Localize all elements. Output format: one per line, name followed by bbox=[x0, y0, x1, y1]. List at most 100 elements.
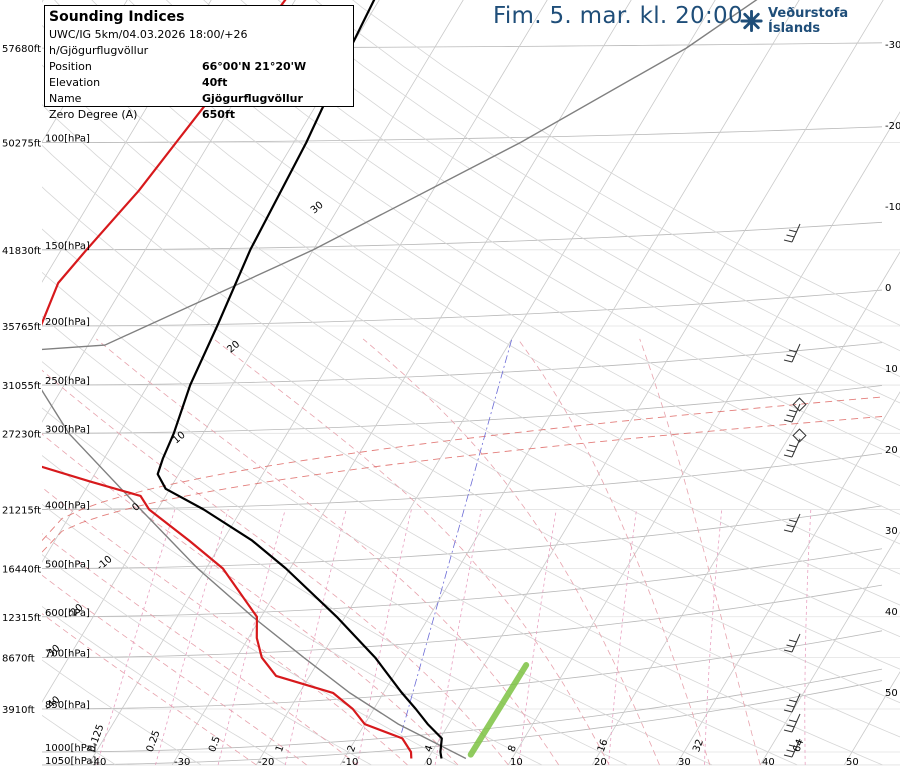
info-value-name: Gjögurflugvöllur bbox=[202, 92, 303, 105]
wind-barb-flag bbox=[786, 704, 795, 708]
height-arc bbox=[42, 548, 883, 618]
wind-barb-flag bbox=[788, 719, 798, 723]
wind-barb-flag bbox=[783, 529, 793, 533]
moist-adiabat bbox=[362, 338, 660, 766]
info-row: Position 66°00'N 21°20'W bbox=[49, 59, 349, 75]
wind-barb-flag bbox=[788, 229, 798, 233]
reference-dashed-curve bbox=[42, 416, 883, 553]
mixing-ratio-label: 16 bbox=[596, 738, 611, 754]
wind-barb-flag bbox=[788, 349, 798, 353]
altitude-label: 35765ft bbox=[2, 322, 41, 333]
wind-barb-staff bbox=[791, 438, 801, 458]
isotherm-line bbox=[255, 0, 716, 766]
mixing-ratio-label: 1 bbox=[274, 744, 287, 754]
isotherm-label: 30 bbox=[309, 200, 326, 217]
temperature-tick-label: -40 bbox=[90, 757, 106, 768]
mixing-ratio-label: 4 bbox=[423, 744, 436, 754]
model-run-line: UWC/IG 5km/04.03.2026 18:00/+26 h/Gjögur… bbox=[49, 28, 248, 57]
page-title: Fim. 5. mar. kl. 20:00 bbox=[493, 3, 743, 29]
mixing-ratio-line bbox=[434, 509, 482, 765]
moist-adiabat bbox=[213, 338, 610, 766]
info-value-zero-degree: 650ft bbox=[202, 108, 236, 121]
info-row: Zero Degree (A) 650ft bbox=[49, 107, 349, 123]
wind-barb-flag bbox=[786, 524, 795, 528]
info-key-elevation: Elevation bbox=[49, 76, 101, 89]
height-arc bbox=[42, 584, 883, 658]
mixing-ratio-label: 32 bbox=[691, 738, 706, 754]
pressure-label: 700[hPa] bbox=[45, 649, 90, 660]
wind-barb-flag bbox=[788, 744, 798, 748]
wind-barb bbox=[783, 403, 801, 423]
isotherm-line bbox=[843, 671, 900, 766]
pressure-label: 250[hPa] bbox=[45, 376, 90, 387]
wind-barb-flag bbox=[786, 644, 795, 648]
mixing-ratio-line bbox=[96, 509, 176, 766]
right-scale-label: 30 bbox=[885, 526, 898, 537]
dewpoint-curve bbox=[42, 0, 413, 759]
altitude-label: 57680ft bbox=[2, 44, 41, 55]
brand-logo[interactable]: Veðurstofa Íslands bbox=[738, 6, 900, 36]
info-key-zero-degree: Zero Degree (A) bbox=[49, 108, 138, 121]
isotherm-line bbox=[591, 251, 900, 766]
right-scale-label: -30 bbox=[885, 40, 900, 51]
height-arc bbox=[42, 452, 883, 510]
info-value-position: 66°00'N 21°20'W bbox=[202, 60, 307, 73]
wind-barb bbox=[783, 693, 801, 713]
altitude-label: 3910ft bbox=[2, 705, 35, 716]
wind-barb-flag bbox=[786, 234, 795, 238]
height-arc bbox=[42, 126, 883, 143]
wind-barb bbox=[783, 343, 801, 363]
isotherm-label: -10 bbox=[95, 554, 115, 573]
moist-adiabat bbox=[639, 338, 761, 766]
wind-barb bbox=[783, 513, 801, 533]
right-scale-label: 40 bbox=[885, 607, 898, 618]
moist-adiabat bbox=[517, 338, 711, 766]
wind-barb-flag bbox=[788, 519, 798, 523]
dry-adiabat bbox=[42, 554, 372, 766]
wind-barb-flag bbox=[783, 754, 793, 758]
moist-adiabat bbox=[42, 574, 307, 766]
dry-adiabat bbox=[42, 454, 542, 766]
vedur-logo-icon bbox=[740, 10, 763, 32]
reference-dashed-curve bbox=[42, 396, 883, 541]
wind-barb-flag bbox=[786, 449, 795, 453]
isotherm-label: 0 bbox=[130, 501, 142, 514]
moist-adiabat bbox=[42, 433, 459, 766]
right-scale-label: 50 bbox=[885, 688, 898, 699]
isotherm-line bbox=[423, 0, 884, 766]
lcl-segment bbox=[467, 662, 530, 758]
pressure-label: 400[hPa] bbox=[45, 500, 90, 511]
mixing-ratio-line bbox=[804, 509, 812, 765]
sounding-indices-box: Sounding Indices UWC/IG 5km/04.03.2026 1… bbox=[44, 5, 354, 121]
mixing-ratio-line bbox=[608, 509, 637, 765]
altitude-label: 41830ft bbox=[2, 246, 41, 257]
pressure-label: 300[hPa] bbox=[45, 424, 90, 435]
dry-adiabat bbox=[203, 0, 900, 431]
pressure-label: 1000[hPa] bbox=[45, 743, 96, 754]
temperature-tick-label: 30 bbox=[678, 757, 691, 768]
right-scale-label: 10 bbox=[885, 364, 898, 375]
dry-adiabat bbox=[42, 606, 287, 766]
isotherm-line bbox=[42, 0, 464, 703]
info-key-position: Position bbox=[49, 60, 92, 73]
altitude-label: 8670ft bbox=[2, 654, 35, 665]
mixing-ratio-label: 2 bbox=[346, 744, 359, 754]
dry-adiabat bbox=[314, 0, 900, 352]
brand-name: Veðurstofa Íslands bbox=[768, 6, 849, 36]
wind-barb-flag bbox=[783, 729, 793, 733]
isotherm-label: 20 bbox=[225, 339, 242, 356]
wind-barb-staff bbox=[791, 633, 801, 653]
dry-adiabat bbox=[42, 503, 457, 766]
sounding-indices-title: Sounding Indices bbox=[49, 9, 185, 25]
dry-adiabat bbox=[277, 0, 900, 377]
pressure-label: 500[hPa] bbox=[45, 560, 90, 571]
height-arc bbox=[42, 289, 883, 327]
mixing-ratio-line bbox=[217, 509, 286, 765]
altitude-label: 21215ft bbox=[2, 505, 41, 516]
pressure-label: 1050[hPa] bbox=[45, 756, 96, 767]
height-arc bbox=[42, 385, 883, 434]
